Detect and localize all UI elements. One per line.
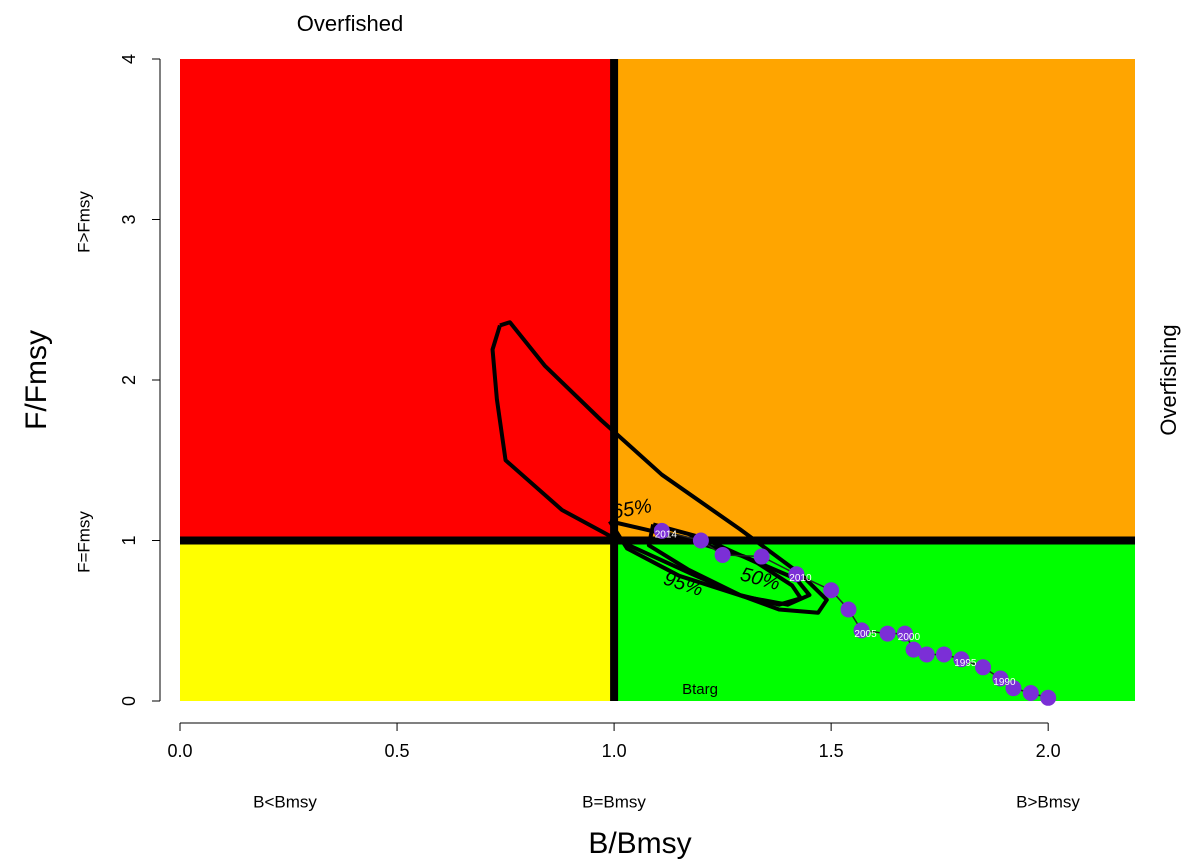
target-label: Btarg bbox=[682, 681, 718, 698]
year-label: 2014 bbox=[655, 530, 678, 541]
x-tick-label: 1.5 bbox=[819, 741, 844, 761]
point bbox=[714, 546, 731, 563]
zone-label: F>Fmsy bbox=[74, 191, 93, 253]
right-label: Overfishing bbox=[1156, 324, 1181, 435]
year-label: 1995 bbox=[954, 658, 977, 669]
year-label: 2010 bbox=[789, 573, 812, 584]
y-axis-label: F/Fmsy bbox=[20, 330, 53, 430]
point bbox=[753, 548, 770, 565]
zone-label: F=Fmsy bbox=[74, 511, 93, 573]
quadrant bbox=[614, 59, 1135, 541]
point bbox=[905, 641, 922, 658]
zone-label: B>Bmsy bbox=[1016, 792, 1080, 811]
point bbox=[936, 646, 952, 663]
point bbox=[918, 646, 935, 663]
plot-area: 0.0 0.5 1.0 1.5 2.00123495%65%50%20142010200… bbox=[119, 54, 1135, 761]
y-tick-label: 1 bbox=[119, 535, 139, 545]
x-tick-label: 1.0 bbox=[602, 741, 627, 761]
point bbox=[953, 651, 970, 668]
x-tick-label: 0.5 bbox=[385, 741, 410, 761]
y-tick-label: 2 bbox=[119, 375, 139, 385]
point bbox=[653, 522, 670, 539]
point bbox=[1022, 684, 1039, 701]
quadrant bbox=[614, 540, 1135, 701]
x-axis-label: B/Bmsy bbox=[588, 827, 691, 860]
point bbox=[992, 670, 1009, 687]
quadrant bbox=[180, 540, 615, 701]
point bbox=[840, 601, 857, 618]
x-tick-label: 0.0 bbox=[167, 741, 192, 761]
point bbox=[1005, 680, 1022, 697]
year-label: 1990 bbox=[993, 677, 1016, 688]
zone-label: B<Bmsy bbox=[253, 792, 317, 811]
year-label: 2000 bbox=[898, 632, 921, 643]
zone-label: B=Bmsy bbox=[582, 792, 646, 811]
point bbox=[853, 622, 870, 639]
point bbox=[823, 582, 840, 599]
point bbox=[1040, 689, 1057, 706]
y-tick-label: 3 bbox=[119, 214, 139, 224]
point bbox=[975, 659, 992, 676]
contour bbox=[646, 522, 803, 607]
point bbox=[879, 625, 896, 642]
y-tick-label: 0 bbox=[119, 696, 139, 706]
year-label: 2005 bbox=[854, 629, 877, 640]
point bbox=[896, 625, 913, 642]
x-tick-label: 2.0 bbox=[1036, 741, 1061, 761]
contour bbox=[490, 320, 829, 615]
quadrant bbox=[180, 59, 615, 541]
chart-title: Overfished bbox=[297, 11, 403, 36]
point bbox=[788, 566, 805, 583]
y-tick-label: 4 bbox=[119, 54, 139, 64]
point bbox=[692, 532, 709, 549]
